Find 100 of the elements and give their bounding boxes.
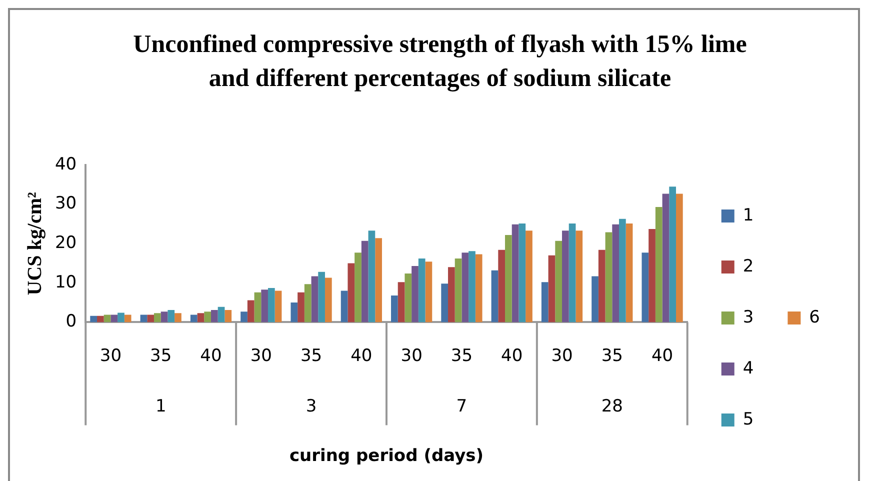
x-tick-label: 30 (100, 346, 122, 366)
bar (348, 263, 355, 322)
bar (261, 290, 268, 322)
bar (425, 262, 432, 322)
bar (541, 282, 548, 322)
bar (354, 252, 362, 322)
bar (491, 270, 498, 322)
text: 3 (306, 396, 317, 417)
bar (154, 313, 161, 322)
bar (655, 207, 662, 322)
bar (254, 292, 262, 322)
bar (391, 295, 398, 322)
bar (598, 250, 606, 322)
x-tick-label: 30 (551, 346, 573, 366)
y-tick-label: 30 (54, 194, 77, 214)
bar (340, 290, 348, 322)
y-tick-label: 20 (54, 233, 77, 254)
bar (104, 314, 111, 322)
x-tick-label: 40 (501, 346, 523, 366)
bar (160, 312, 168, 322)
text: 7 (456, 396, 468, 417)
bar (412, 266, 418, 322)
x-tick-label: 35 (150, 346, 172, 366)
bar (605, 232, 612, 322)
bar (210, 310, 218, 322)
bar (576, 230, 583, 322)
legend-label: 5 (742, 409, 754, 430)
bar (404, 273, 412, 322)
x-axis-title: curing period (days) (289, 446, 484, 466)
bar (375, 238, 382, 322)
bar (475, 254, 482, 322)
y-tick-label: 0 (66, 312, 77, 332)
bar (398, 282, 405, 322)
x-tick-label: 30 (400, 346, 422, 366)
bar (197, 313, 204, 322)
bar (669, 186, 676, 322)
bar (168, 310, 175, 322)
x-tick-label: 35 (450, 346, 473, 366)
bar (324, 278, 332, 322)
bar (97, 316, 104, 322)
bar (110, 314, 118, 322)
bar (318, 272, 325, 322)
bar (174, 313, 182, 322)
bar (468, 251, 476, 322)
bar (548, 255, 556, 322)
bar (619, 218, 626, 322)
bar (140, 314, 148, 322)
bar (311, 276, 318, 322)
bar (676, 194, 683, 322)
bar (518, 224, 526, 322)
bar (90, 316, 97, 322)
bar (441, 284, 448, 322)
legend-label: 6 (809, 307, 820, 328)
bar (204, 312, 211, 322)
bar (512, 224, 519, 322)
chart-title: Unconfined compressive strength of flyash with 15% lime and different percentages of sodium silicate (132, 30, 748, 94)
x-tick-label: 35 (300, 346, 322, 366)
bar (562, 230, 569, 322)
x-tick-label: 30 (250, 346, 272, 366)
legend-label: 3 (742, 307, 754, 328)
bar (218, 306, 225, 322)
bar (462, 252, 469, 322)
bar (298, 292, 304, 322)
legend-label: 4 (742, 358, 754, 378)
bar (268, 288, 275, 322)
text: 1 (155, 396, 166, 417)
bar (147, 314, 154, 322)
text: 28 (601, 396, 623, 417)
bar (626, 224, 633, 322)
x-tick-label: 35 (601, 346, 623, 366)
bar (304, 284, 312, 322)
bar (648, 229, 656, 322)
bar (505, 234, 512, 322)
bar (224, 310, 232, 322)
bar (247, 300, 254, 322)
bar (124, 314, 132, 322)
bar (368, 230, 376, 322)
y-axis-title: UCS kg/cm² (24, 192, 46, 296)
bar (448, 267, 455, 322)
x-tick-label: 40 (651, 346, 674, 366)
bar (642, 252, 649, 322)
y-tick-label: 40 (54, 154, 77, 174)
x-tick-label: 40 (350, 346, 372, 366)
x-tick-label: 40 (200, 346, 222, 366)
bar (190, 314, 198, 322)
legend-label: 2 (742, 256, 754, 276)
bar (274, 290, 282, 322)
legend-label: 1 (742, 205, 754, 226)
bar (361, 240, 368, 322)
bar (454, 258, 462, 322)
bar (118, 312, 124, 322)
bar (662, 194, 670, 322)
bar (612, 224, 620, 322)
bar (418, 258, 426, 322)
y-tick-label: 10 (54, 272, 77, 292)
bar (592, 276, 598, 322)
bar (498, 250, 506, 322)
bar (526, 230, 532, 322)
bar (240, 312, 248, 322)
bar (290, 302, 298, 322)
